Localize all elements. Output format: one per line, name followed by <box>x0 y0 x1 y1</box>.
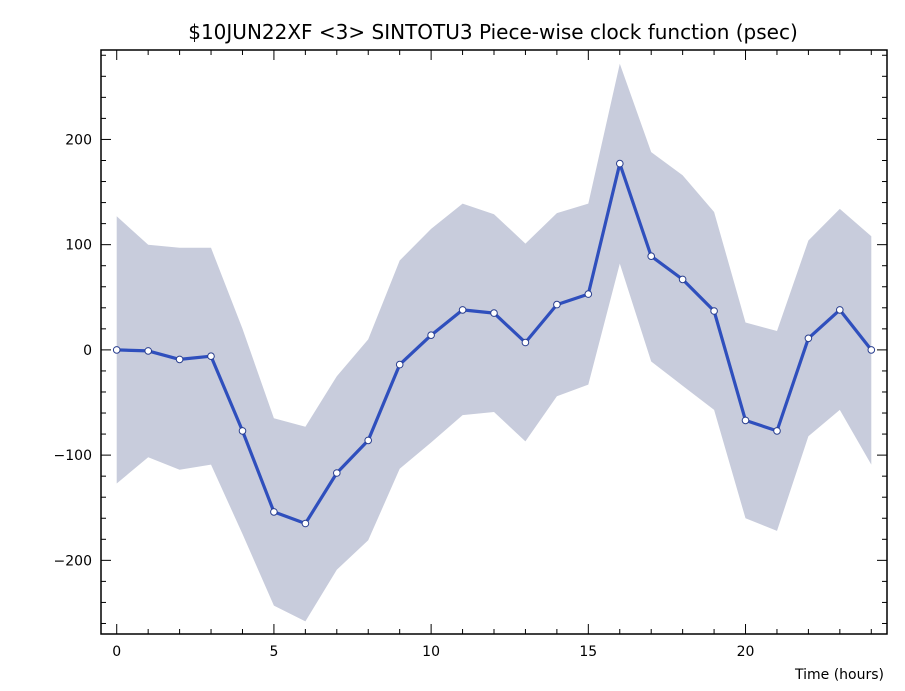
data-point-layer <box>112 159 876 528</box>
data-point <box>333 469 341 477</box>
data-point <box>175 355 184 364</box>
y-tick-label: −200 <box>54 553 92 569</box>
data-point <box>112 346 121 354</box>
data-point <box>741 416 750 425</box>
data-point <box>647 252 656 261</box>
y-tick-label: 100 <box>65 238 92 254</box>
data-point <box>678 275 687 284</box>
error-band <box>116 63 872 622</box>
x-tick-label: 10 <box>422 644 440 660</box>
confidence-band-layer <box>116 63 872 622</box>
x-tick-label: 0 <box>112 644 121 660</box>
data-point <box>836 306 844 314</box>
data-point <box>616 159 624 168</box>
data-point <box>490 309 498 317</box>
data-point <box>521 338 530 347</box>
data-point <box>144 347 152 355</box>
tick-label-layer: 0 5 10 15 20 −200 −100 0 100 200 <box>54 132 755 660</box>
chart-title: $10JUN22XF <3> SINTOTU3 Piece-wise clock… <box>188 20 798 44</box>
x-tick-label: 15 <box>579 644 597 660</box>
data-point <box>207 352 215 361</box>
data-point <box>804 334 813 343</box>
data-point <box>710 307 718 315</box>
data-point <box>584 290 593 298</box>
data-point <box>867 346 876 354</box>
y-tick-label: 200 <box>65 132 92 148</box>
data-point <box>301 519 310 528</box>
x-axis-label: Time (hours) <box>794 667 884 683</box>
data-point <box>395 360 404 369</box>
data-point <box>427 331 435 340</box>
data-point <box>270 508 278 516</box>
data-point <box>553 300 561 309</box>
data-point <box>773 427 781 435</box>
x-tick-label: 20 <box>737 644 755 660</box>
y-tick-label: −100 <box>54 448 92 464</box>
data-point <box>238 427 247 435</box>
data-point <box>458 306 467 314</box>
tick-layer <box>101 50 887 634</box>
data-point <box>364 436 373 445</box>
y-tick-label: 0 <box>83 343 92 359</box>
x-tick-label: 5 <box>269 644 278 660</box>
